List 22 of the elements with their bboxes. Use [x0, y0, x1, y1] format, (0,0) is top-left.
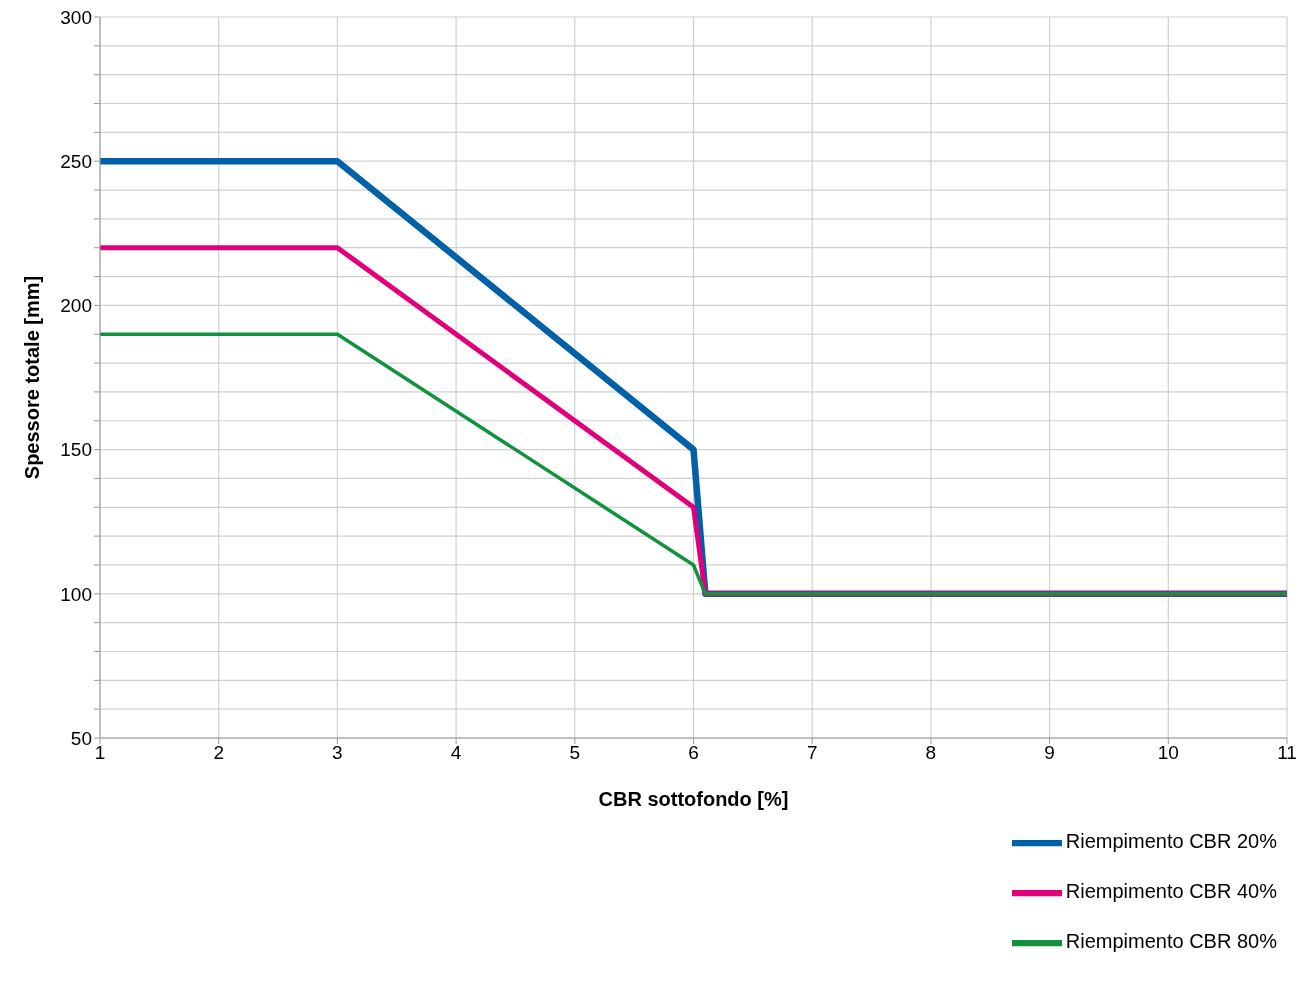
x-tick-label: 11 — [1277, 742, 1297, 764]
legend-label: Riempimento CBR 80% — [1065, 930, 1277, 953]
y-tick-label: 300 — [60, 6, 92, 28]
y-tick-label: 50 — [70, 727, 92, 749]
x-tick-label: 10 — [1157, 742, 1179, 764]
x-tick-label: 8 — [925, 742, 937, 764]
x-tick-label: 1 — [94, 742, 106, 764]
x-tick-label: 4 — [450, 742, 462, 764]
x-axis-title: CBR sottofondo [%] — [598, 788, 789, 810]
x-tick-label: 2 — [213, 742, 224, 764]
legend-label: Riempimento CBR 20% — [1065, 830, 1277, 853]
y-tick-label: 200 — [60, 295, 92, 317]
x-tick-label: 3 — [332, 742, 343, 764]
y-tick-label: 100 — [60, 583, 92, 605]
legend-label: Riempimento CBR 40% — [1065, 880, 1277, 903]
x-tick-label: 5 — [569, 742, 581, 764]
x-tick-label: 9 — [1044, 742, 1055, 764]
y-tick-label: 150 — [60, 439, 92, 461]
y-axis-title: Spessore totale [mm] — [21, 275, 44, 480]
x-tick-label: 6 — [688, 742, 699, 764]
y-tick-label: 250 — [60, 150, 92, 172]
x-tick-label: 7 — [806, 742, 818, 764]
